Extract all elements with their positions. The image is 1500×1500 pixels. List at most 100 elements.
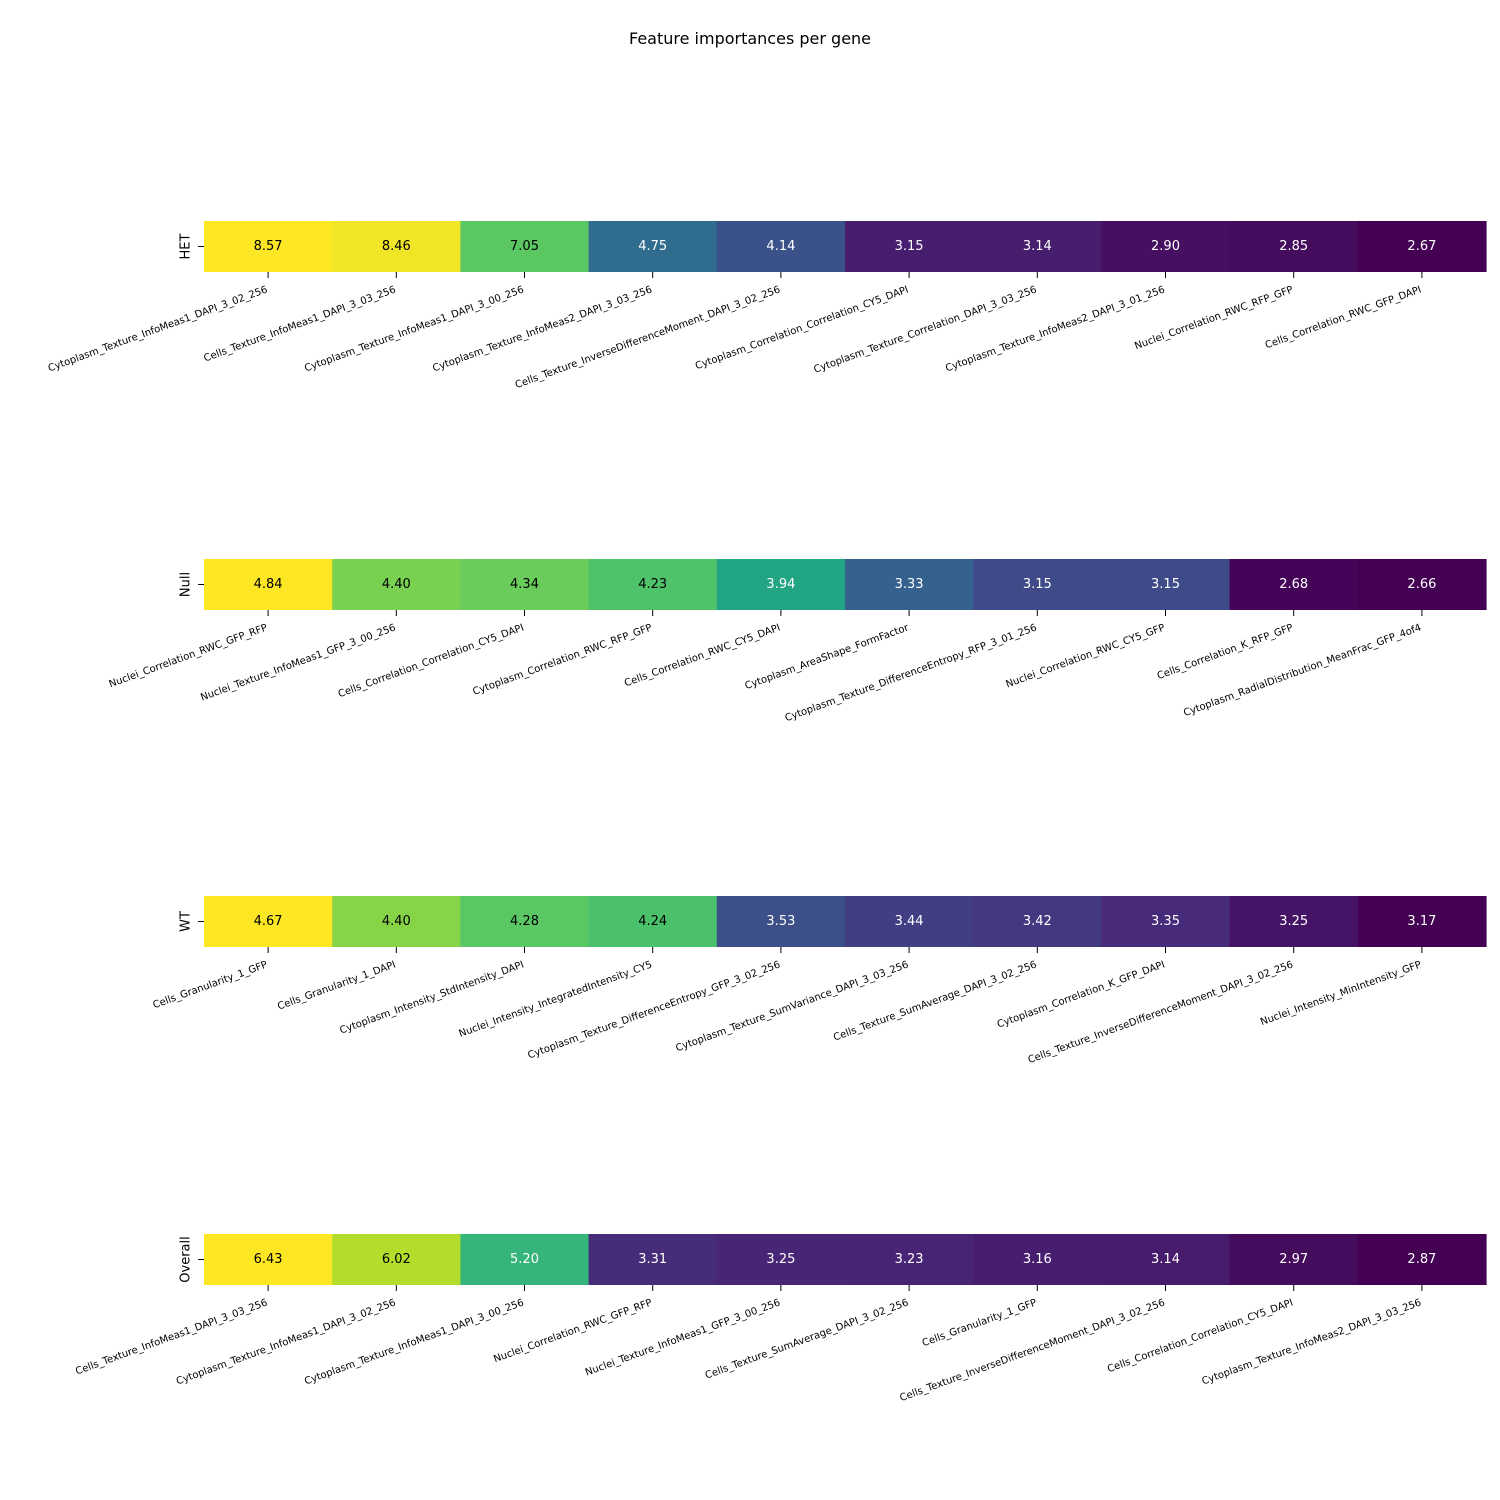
x-tick-label: Nuclei_Texture_InfoMeas1_GFP_3_00_256 bbox=[199, 622, 397, 703]
cell-value-label: 3.25 bbox=[766, 1252, 795, 1267]
heatmap-panel-null: Null 4.84Nuclei_Correlation_RWC_GFP_RFP4.… bbox=[108, 559, 1487, 724]
x-tick-label: Cytoplasm_Texture_InfoMeas1_DAPI_3_00_25… bbox=[303, 284, 525, 374]
x-tick-label: Cells_Texture_InverseDifferenceMoment_DA… bbox=[514, 284, 782, 391]
x-tick-label: Cytoplasm_Texture_InfoMeas2_DAPI_3_03_25… bbox=[431, 284, 653, 374]
x-tick-label: Cytoplasm_Texture_Correlation_DAPI_3_03_… bbox=[812, 284, 1038, 375]
cell-value-label: 2.90 bbox=[1151, 239, 1180, 254]
cell-value-label: 2.85 bbox=[1279, 239, 1308, 254]
cell-value-label: 7.05 bbox=[510, 239, 539, 254]
cell-value-label: 3.14 bbox=[1151, 1252, 1180, 1267]
heatmap-cell bbox=[716, 221, 846, 272]
cell-value-label: 2.87 bbox=[1407, 1252, 1436, 1267]
heatmap-cell bbox=[716, 1234, 846, 1285]
heatmap-cell bbox=[973, 559, 1102, 610]
x-tick-label: Cytoplasm_Texture_InfoMeas1_DAPI_3_02_25… bbox=[175, 1297, 397, 1387]
heatmap-cell bbox=[1357, 896, 1487, 947]
x-tick-label: Cytoplasm_Texture_InfoMeas2_DAPI_3_03_25… bbox=[1201, 1297, 1423, 1387]
x-tick-label: Cytoplasm_Texture_DifferenceEntropy_RFP_… bbox=[784, 622, 1039, 724]
heatmap-cell bbox=[716, 559, 846, 610]
heatmap-cell bbox=[460, 559, 590, 610]
heatmap-cell bbox=[1101, 1234, 1231, 1285]
heatmap-cell bbox=[204, 221, 333, 272]
x-tick-label: Cells_Correlation_K_RFP_GFP bbox=[1156, 622, 1295, 682]
x-tick-label: Cells_Granularity_1_DAPI bbox=[276, 959, 397, 1012]
heatmap-cell bbox=[460, 896, 590, 947]
x-tick-label: Nuclei_Texture_InfoMeas1_GFP_3_00_256 bbox=[584, 1297, 782, 1378]
x-tick-label: Cytoplasm_Texture_InfoMeas1_DAPI_3_00_25… bbox=[303, 1297, 525, 1387]
heatmap-cell bbox=[1229, 559, 1359, 610]
cell-value-label: 3.44 bbox=[895, 914, 924, 929]
cell-value-label: 3.33 bbox=[895, 577, 924, 592]
cell-value-label: 3.23 bbox=[895, 1252, 924, 1267]
x-tick-label: Cytoplasm_Texture_InfoMeas2_DAPI_3_01_25… bbox=[944, 284, 1166, 374]
heatmap-cell bbox=[332, 221, 461, 272]
heatmap-cell bbox=[845, 1234, 974, 1285]
heatmap-panel-het: HET 8.57 Cytoplasm_Texture_InfoMeas1_DAPI_… bbox=[47, 221, 1487, 391]
heatmap-cell bbox=[332, 559, 461, 610]
row-label: Null bbox=[179, 572, 194, 597]
x-tick-label: Cytoplasm_Correlation_Correlation_CY5_DA… bbox=[694, 284, 910, 372]
cell-value-label: 4.84 bbox=[254, 577, 283, 592]
heatmap-cell bbox=[1229, 896, 1359, 947]
cell-value-label: 6.43 bbox=[254, 1252, 283, 1267]
cell-value-label: 2.68 bbox=[1279, 577, 1308, 592]
cell-value-label: 2.66 bbox=[1407, 577, 1436, 592]
row-label: HET bbox=[179, 233, 194, 259]
row-label: WT bbox=[179, 911, 194, 932]
heatmap-cell bbox=[1357, 559, 1487, 610]
heatmap-cell bbox=[1101, 221, 1231, 272]
heatmap-cell bbox=[332, 896, 461, 947]
heatmap-cell bbox=[1357, 221, 1487, 272]
cell-value-label: 3.31 bbox=[638, 1252, 667, 1267]
heatmap-cell bbox=[460, 221, 590, 272]
heatmap-cell bbox=[845, 221, 974, 272]
x-tick-label: Cells_Texture_InfoMeas1_DAPI_3_03_256 bbox=[74, 1297, 269, 1377]
heatmap-cell bbox=[973, 1234, 1102, 1285]
heatmap-cell bbox=[1101, 559, 1231, 610]
heatmap-cell bbox=[1229, 1234, 1359, 1285]
cell-value-label: 3.16 bbox=[1023, 1252, 1052, 1267]
heatmap-cell bbox=[588, 1234, 718, 1285]
heatmap-cell bbox=[845, 896, 974, 947]
x-tick-label: Cells_Texture_InverseDifferenceMoment_DA… bbox=[1027, 959, 1295, 1066]
cell-value-label: 2.97 bbox=[1279, 1252, 1308, 1267]
heatmap-cell bbox=[1101, 896, 1231, 947]
row-label: Overall bbox=[179, 1236, 194, 1282]
heatmap-cell bbox=[460, 1234, 590, 1285]
cell-value-label: 3.17 bbox=[1407, 914, 1436, 929]
heatmap-cell bbox=[588, 896, 718, 947]
x-tick-label: Cells_Granularity_1_GFP bbox=[921, 1297, 1039, 1349]
cell-value-label: 8.57 bbox=[254, 239, 283, 254]
chart-title: Feature importances per gene bbox=[629, 29, 871, 48]
heatmap-cell bbox=[1229, 221, 1359, 272]
x-tick-label: Cells_Texture_SumAverage_DAPI_3_02_256 bbox=[832, 959, 1038, 1043]
cell-value-label: 3.15 bbox=[1151, 577, 1180, 592]
cell-value-label: 5.20 bbox=[510, 1252, 539, 1267]
heatmap-cell bbox=[845, 559, 974, 610]
cell-value-label: 4.23 bbox=[638, 577, 667, 592]
cell-value-label: 8.46 bbox=[382, 239, 411, 254]
heatmap-cell bbox=[588, 559, 718, 610]
heatmap-panel-wt: WT 4.67 Cells_Granularity_1_GFP 4.40 Cells_G… bbox=[152, 896, 1487, 1066]
heatmap-cell bbox=[973, 221, 1102, 272]
heatmap-cell bbox=[588, 221, 718, 272]
cell-value-label: 4.40 bbox=[382, 577, 411, 592]
heatmap-cell bbox=[332, 1234, 461, 1285]
heatmap-cell bbox=[204, 896, 333, 947]
cell-value-label: 4.67 bbox=[254, 914, 283, 929]
cell-value-label: 4.34 bbox=[510, 577, 539, 592]
cell-value-label: 3.42 bbox=[1023, 914, 1052, 929]
cell-value-label: 3.53 bbox=[766, 914, 795, 929]
x-tick-label: Cytoplasm_Texture_SumVariance_DAPI_3_03_… bbox=[674, 959, 910, 1054]
heatmap-cell bbox=[1357, 1234, 1487, 1285]
cell-value-label: 4.40 bbox=[382, 914, 411, 929]
heatmap-cell bbox=[204, 559, 333, 610]
cell-value-label: 3.15 bbox=[1023, 577, 1052, 592]
cell-value-label: 2.67 bbox=[1407, 239, 1436, 254]
cell-value-label: 4.14 bbox=[766, 239, 795, 254]
x-tick-label: Cytoplasm_Texture_DifferenceEntropy_GFP_… bbox=[526, 959, 781, 1061]
cell-value-label: 3.35 bbox=[1151, 914, 1180, 929]
cell-value-label: 4.28 bbox=[510, 914, 539, 929]
